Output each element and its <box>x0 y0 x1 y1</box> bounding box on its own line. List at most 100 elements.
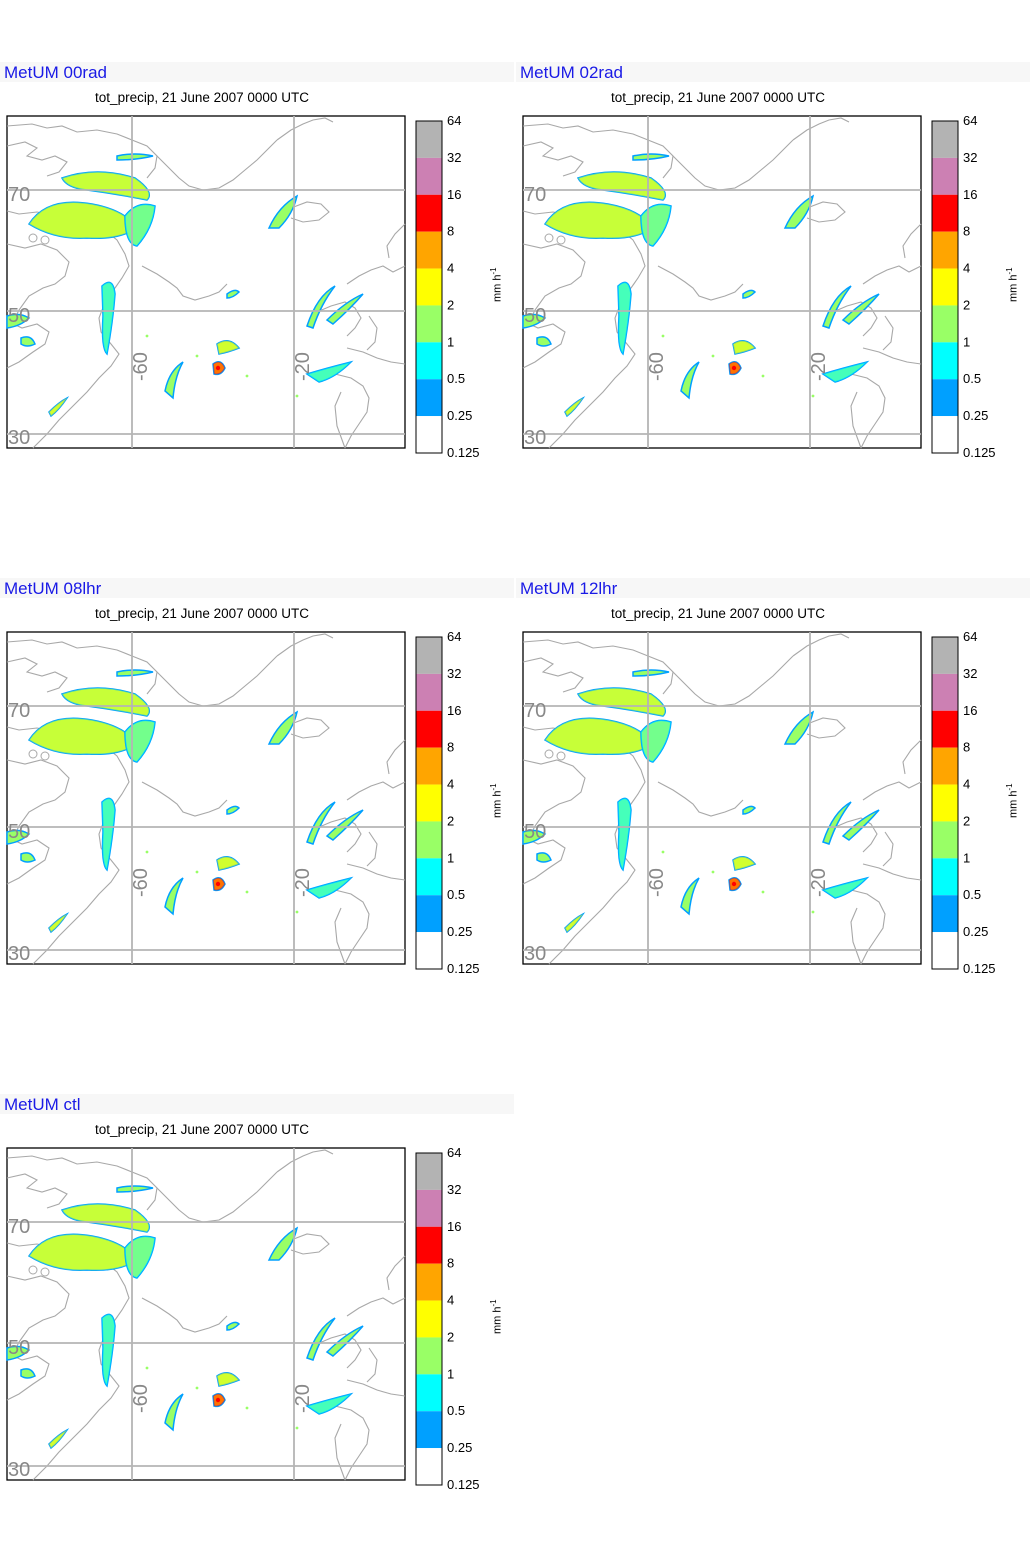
precip-core <box>62 1204 150 1232</box>
precip-speck <box>661 334 665 338</box>
precip-area <box>116 153 154 161</box>
longitude-label: -20 <box>808 868 830 897</box>
latitude-label: 30 <box>524 943 546 965</box>
latitude-label: 30 <box>8 943 30 965</box>
coastline <box>334 391 346 449</box>
coastline <box>792 117 850 141</box>
precip-speck <box>295 1426 299 1430</box>
colorbar-level: 1 <box>963 850 970 865</box>
colorbar-segment <box>932 747 958 785</box>
colorbar-level: 1 <box>963 334 970 349</box>
colorbar-segment <box>932 305 958 343</box>
colorbar: 64 32 16 8 4 2 1 0.5 0.25 0.125 <box>931 631 996 976</box>
units-text: mm h <box>491 1306 504 1335</box>
precip-area <box>20 852 36 863</box>
coastline <box>6 1173 68 1209</box>
coastline <box>850 907 862 965</box>
coastline <box>6 123 158 179</box>
colorbar: 64 32 16 8 4 2 1 0.5 0.25 0.125 <box>415 115 480 460</box>
precip-area <box>783 710 815 745</box>
precip-core <box>102 282 115 354</box>
precip-core <box>217 1372 239 1386</box>
precip-core <box>307 878 351 898</box>
precip-speck <box>145 1366 149 1370</box>
coastline <box>346 1379 406 1397</box>
precip-area <box>536 336 552 347</box>
units-text: mm h <box>1007 790 1020 819</box>
precip-area <box>267 194 299 229</box>
coastline <box>832 301 878 337</box>
coastline <box>832 817 878 853</box>
colorbar-segment <box>416 194 442 232</box>
coastline <box>276 633 334 657</box>
colorbar-segment <box>416 121 442 158</box>
precip-core <box>823 878 867 898</box>
colorbar-level: 4 <box>447 261 454 276</box>
precip-max <box>215 1397 221 1403</box>
precip-area <box>536 852 552 863</box>
coastline <box>522 141 584 177</box>
precip-core <box>49 398 67 416</box>
coastline <box>902 223 922 259</box>
coastline <box>6 1275 70 1359</box>
precip-area <box>822 801 852 845</box>
plot-subtitle: tot_precip, 21 June 2007 0000 UTC <box>611 90 825 105</box>
map-panel: MetUM 08lhr tot_precip, 21 June 2007 0000… <box>0 578 516 1028</box>
colorbar-level: 1 <box>447 334 454 349</box>
panel-header: MetUM ctl <box>0 1094 514 1114</box>
coastline <box>346 1297 406 1317</box>
colorbar-segment <box>932 932 958 969</box>
plot-subtitle: tot_precip, 21 June 2007 0000 UTC <box>95 1122 309 1137</box>
map-panel: MetUM 00rad tot_precip, 21 June 2007 0000… <box>0 62 516 512</box>
coastline <box>862 781 922 801</box>
colorbar-segment <box>416 342 442 380</box>
precip-area <box>306 285 336 329</box>
coastline <box>366 315 378 351</box>
precip-area <box>522 829 547 845</box>
colorbar-level: 4 <box>963 777 970 792</box>
map-panel: MetUM 02rad tot_precip, 21 June 2007 0000… <box>516 62 1032 512</box>
coastline <box>290 201 330 223</box>
panel-header: MetUM 12lhr <box>516 578 1030 598</box>
colorbar-level: 0.125 <box>447 445 480 460</box>
latitude-label: 70 <box>524 700 546 722</box>
coastline <box>862 265 922 285</box>
colorbar-level: 0.25 <box>447 1440 472 1455</box>
colorbar-level: 2 <box>447 297 454 312</box>
colorbar-level: 0.5 <box>447 887 465 902</box>
coastline <box>882 315 894 351</box>
precip-area <box>306 801 336 845</box>
units-exponent: -1 <box>489 267 498 275</box>
coastline <box>386 223 406 259</box>
colorbar-level: 32 <box>447 150 461 165</box>
colorbar-segment <box>932 194 958 232</box>
coastline <box>806 717 846 739</box>
units-exponent: -1 <box>489 1299 498 1307</box>
colorbar-segment <box>416 1374 442 1412</box>
colorbar-segment <box>416 1263 442 1301</box>
latitude-label: 50 <box>524 305 546 327</box>
coastline <box>862 863 922 881</box>
colorbar-segment <box>416 710 442 748</box>
coastline <box>792 633 850 657</box>
precip-core <box>618 282 631 354</box>
latitude-label: 70 <box>8 700 30 722</box>
colorbar-level: 4 <box>447 777 454 792</box>
coastline <box>522 657 584 693</box>
precip-core <box>29 1234 137 1271</box>
precip-core <box>62 688 150 716</box>
precip-core <box>49 1430 67 1448</box>
units-exponent: -1 <box>489 783 498 791</box>
coastline <box>316 817 362 853</box>
colorbar-segment <box>416 637 442 674</box>
precip-core <box>29 718 137 755</box>
coastline <box>522 639 674 695</box>
coastline <box>522 123 674 179</box>
latitude-label: 50 <box>8 821 30 843</box>
precip-area <box>632 153 670 161</box>
precip-area <box>680 877 700 916</box>
colorbar-segment <box>416 268 442 306</box>
colorbar-units: mm h-1 <box>1005 758 1020 818</box>
colorbar-segment <box>932 784 958 822</box>
colorbar-segment <box>932 821 958 859</box>
